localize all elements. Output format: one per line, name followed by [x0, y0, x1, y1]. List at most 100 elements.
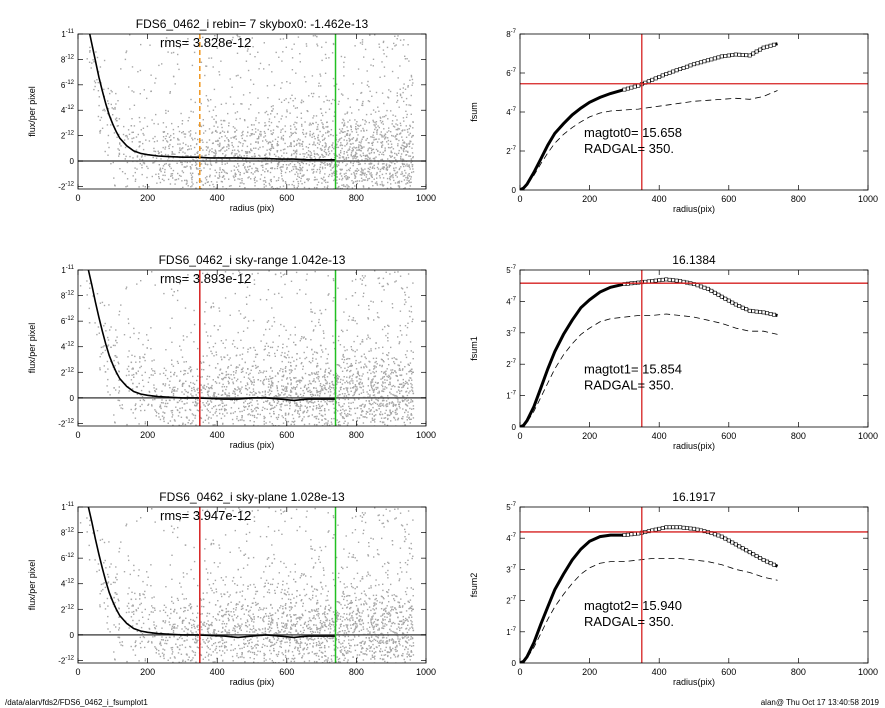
scatter-point: [353, 181, 355, 183]
scatter-point: [380, 371, 383, 373]
scatter-point: [368, 305, 370, 307]
scatter-point: [169, 91, 171, 93]
scatter-point: [388, 375, 391, 378]
scatter-point: [387, 332, 389, 335]
scatter-point: [300, 101, 302, 103]
scatter-point: [250, 178, 252, 180]
scatter-point: [213, 306, 215, 308]
scatter-point: [174, 420, 176, 422]
scatter-point: [270, 178, 272, 181]
scatter-point: [356, 419, 358, 422]
scatter-point: [245, 388, 248, 390]
scatter-point: [205, 65, 207, 67]
scatter-point: [402, 145, 405, 147]
scatter-point: [342, 417, 344, 419]
scatter-point: [333, 170, 335, 173]
scatter-point: [299, 380, 301, 382]
scatter-point: [351, 131, 353, 133]
scatter-point: [399, 401, 401, 403]
scatter-point: [250, 133, 252, 135]
scatter-point: [385, 114, 387, 117]
scatter-point: [343, 75, 345, 77]
scatter-point: [408, 402, 410, 404]
x-tick-label: 1000: [416, 430, 436, 440]
scatter-point: [142, 127, 145, 129]
scatter-point: [370, 152, 373, 154]
scatter-point: [393, 169, 395, 172]
scatter-point: [164, 402, 167, 405]
scatter-point: [186, 161, 188, 164]
scatter-point: [156, 411, 158, 414]
scatter-point: [282, 139, 285, 141]
scatter-point: [352, 317, 355, 319]
scatter-point: [312, 144, 314, 146]
scatter-point: [131, 354, 133, 356]
scatter-point: [224, 347, 226, 349]
scatter-point: [191, 413, 194, 415]
scatter-point: [337, 164, 340, 166]
scatter-point: [362, 416, 364, 418]
scatter-point: [225, 404, 228, 406]
scatter-point: [190, 186, 192, 188]
scatter-point: [218, 137, 221, 139]
scatter-point: [356, 389, 358, 392]
scatter-point: [303, 174, 305, 176]
scatter-point: [381, 146, 383, 148]
scatter-point: [364, 172, 366, 174]
scatter-point: [315, 351, 318, 354]
scatter-point: [146, 125, 149, 128]
scatter-point: [253, 381, 255, 383]
scatter-point: [366, 338, 368, 340]
scatter-point: [196, 143, 198, 145]
scatter-point: [388, 383, 390, 386]
x-tick-label: 800: [791, 431, 806, 441]
scatter-point: [260, 135, 262, 137]
scatter-point: [340, 388, 342, 391]
scatter-point: [309, 374, 311, 376]
scatter-point: [283, 355, 286, 358]
scatter-point: [270, 121, 273, 124]
scatter-point: [281, 415, 283, 417]
scatter-point: [165, 399, 167, 402]
scatter-point: [336, 419, 338, 421]
scatter-point: [243, 401, 245, 404]
scatter-point: [207, 105, 209, 107]
scatter-point: [276, 386, 278, 389]
scatter-point: [407, 85, 409, 87]
scatter-point: [233, 402, 235, 404]
scatter-point: [361, 279, 364, 281]
scatter-point: [383, 184, 385, 186]
scatter-point: [270, 113, 272, 115]
scatter-point: [293, 423, 296, 426]
scatter-point: [365, 413, 367, 415]
scatter-point: [375, 126, 377, 129]
scatter-point: [191, 395, 193, 397]
scatter-point: [367, 167, 369, 170]
scatter-point: [409, 370, 411, 373]
scatter-point: [283, 152, 285, 154]
scatter-point: [286, 378, 288, 380]
scatter-point: [368, 163, 370, 165]
scatter-point: [352, 394, 354, 397]
scatter-point: [386, 354, 388, 356]
scatter-point: [379, 116, 381, 118]
scatter-point: [205, 179, 208, 181]
scatter-point: [202, 361, 205, 363]
scatter-point: [210, 417, 212, 419]
scatter-point: [391, 307, 394, 309]
scatter-point: [335, 134, 338, 136]
scatter-point: [328, 293, 330, 295]
scatter-point: [359, 124, 362, 127]
scatter-point: [402, 175, 405, 177]
scatter-point: [165, 162, 167, 165]
scatter-point: [223, 178, 226, 180]
scatter-point: [136, 283, 138, 285]
scatter-point: [208, 387, 210, 389]
scatter-point: [263, 359, 265, 361]
scatter-point: [335, 319, 338, 322]
scatter-point: [351, 112, 353, 114]
scatter-point: [324, 308, 327, 311]
scatter-point: [302, 368, 304, 370]
scatter-point: [364, 284, 367, 287]
scatter-point: [318, 168, 321, 170]
